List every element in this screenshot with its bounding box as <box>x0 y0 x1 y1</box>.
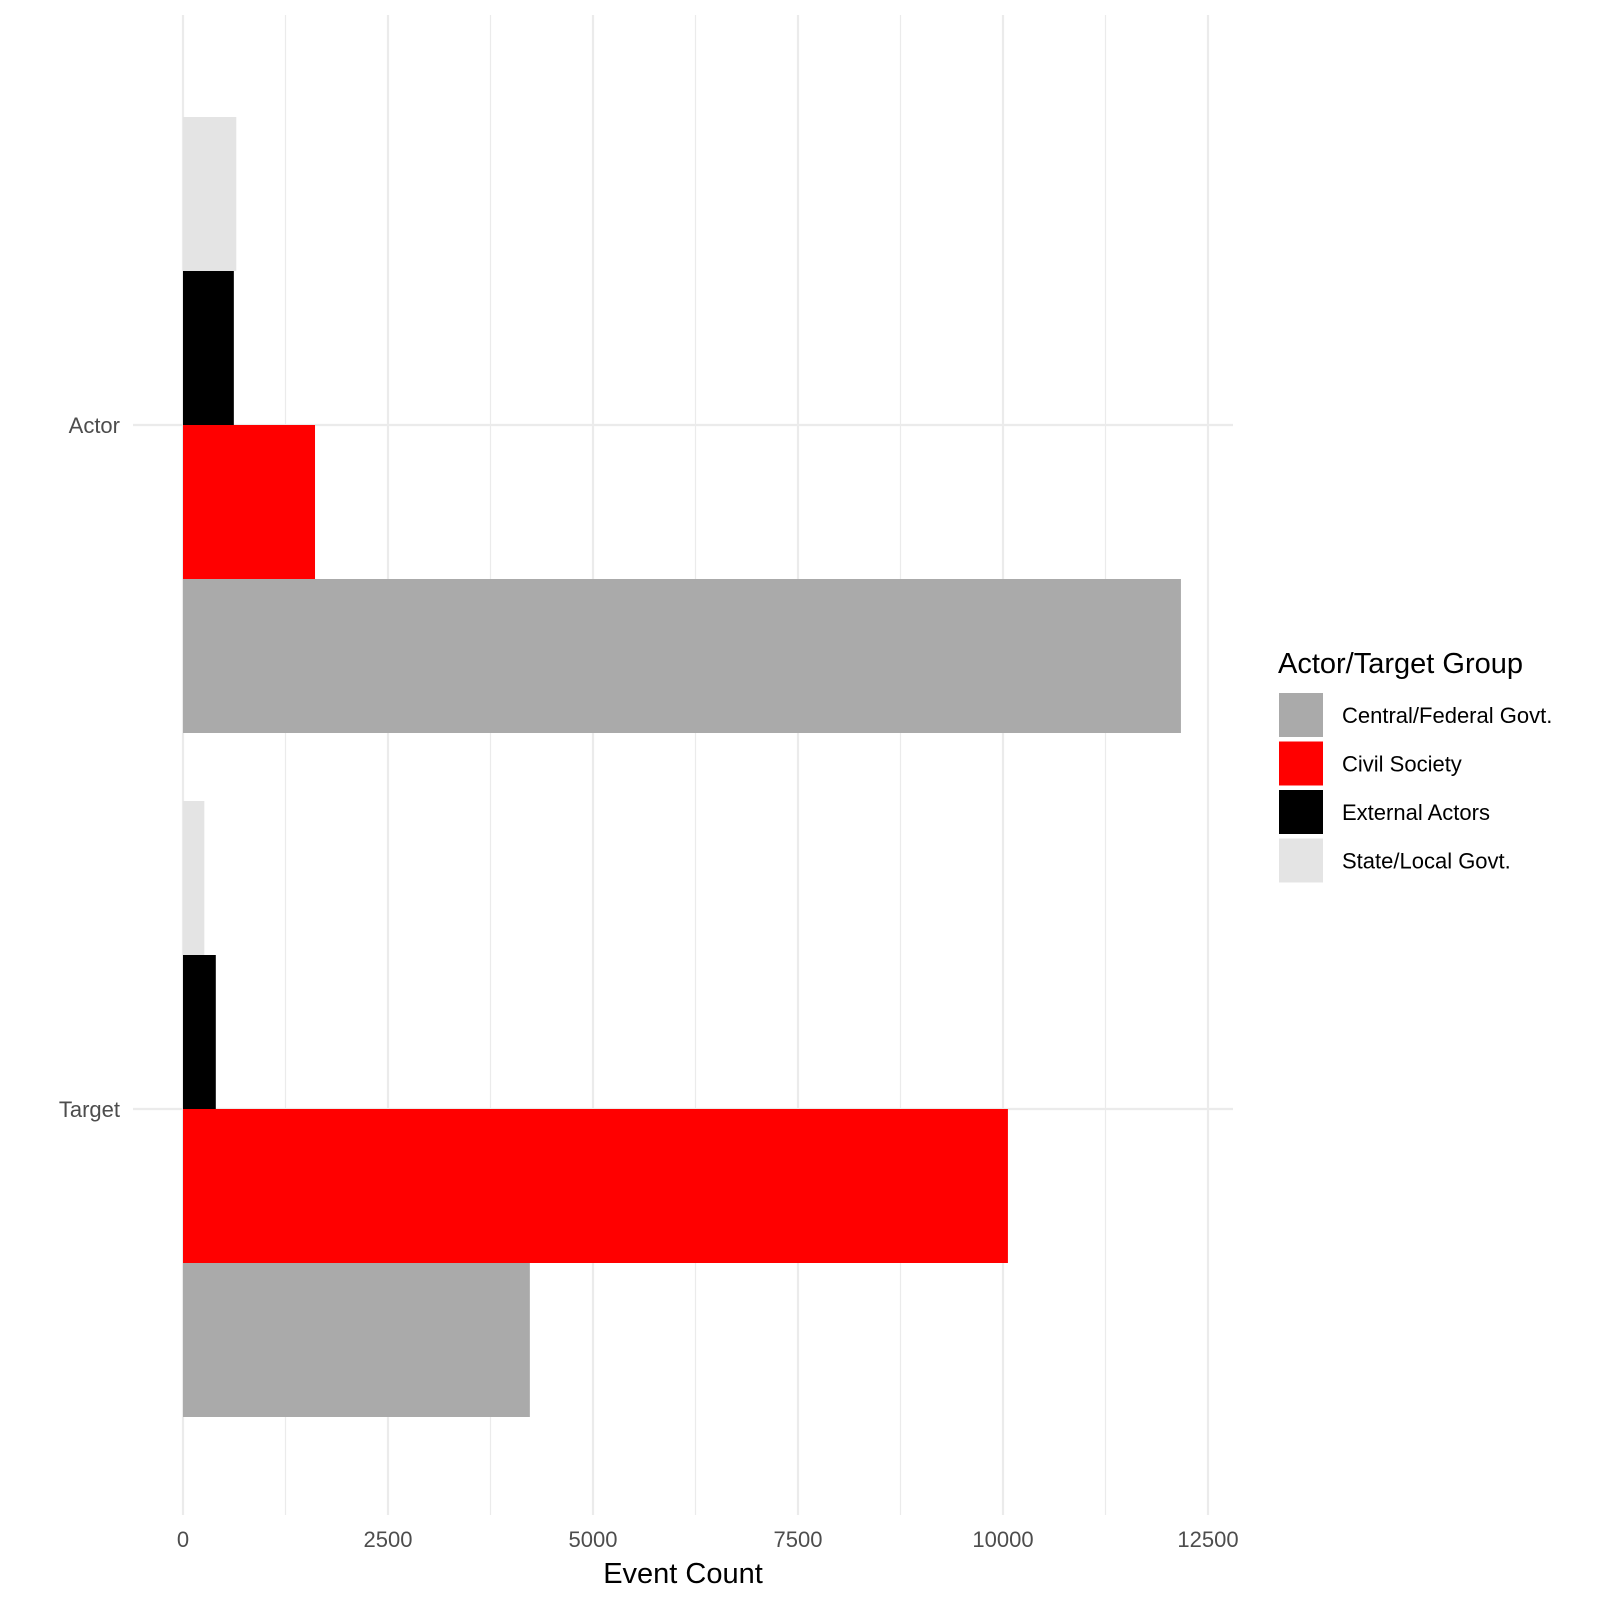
bar-target-external-actors <box>183 955 216 1109</box>
legend-swatch <box>1279 693 1323 737</box>
x-tick-label: 2500 <box>364 1527 413 1552</box>
y-tick-label: Actor <box>69 413 120 438</box>
bar-actor-state-local-govt <box>183 117 237 271</box>
legend-label: State/Local Govt. <box>1342 849 1511 874</box>
bar-target-state-local-govt <box>183 801 205 955</box>
legend-label: Central/Federal Govt. <box>1342 703 1552 728</box>
x-tick-label: 5000 <box>569 1527 618 1552</box>
legend-label: Civil Society <box>1342 752 1462 777</box>
bar-target-central-federal-govt <box>183 1263 530 1417</box>
legend: Actor/Target Group Central/Federal Govt.… <box>1278 648 1552 883</box>
x-axis-title: Event Count <box>603 1558 763 1590</box>
x-tick-label: 10000 <box>972 1527 1033 1552</box>
y-tick-label: Target <box>59 1097 120 1122</box>
bar-actor-civil-society <box>183 425 316 579</box>
legend-title: Actor/Target Group <box>1278 648 1523 680</box>
x-axis-ticks: 0 2500 5000 7500 10000 12500 <box>177 1527 1239 1552</box>
x-tick-label: 12500 <box>1177 1527 1238 1552</box>
legend-swatch <box>1279 741 1323 786</box>
bars <box>183 117 1181 1417</box>
legend-swatch <box>1279 838 1323 883</box>
x-tick-label: 0 <box>177 1527 189 1552</box>
bar-actor-external-actors <box>183 271 234 425</box>
legend-items: Central/Federal Govt. Civil Society Extern… <box>1279 693 1552 883</box>
bar-actor-central-federal-govt <box>183 579 1181 733</box>
y-axis-ticks: Actor Target <box>59 413 120 1122</box>
legend-label: External Actors <box>1342 800 1490 825</box>
legend-swatch <box>1279 790 1323 834</box>
bar-target-civil-society <box>183 1109 1008 1263</box>
x-tick-label: 7500 <box>774 1527 823 1552</box>
